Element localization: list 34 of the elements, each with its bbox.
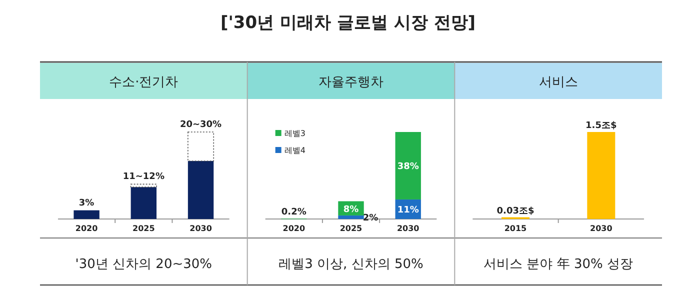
text: 서비스 분야 年 30% 성장 [484, 257, 634, 272]
annotation: 11~12% [122, 172, 164, 182]
annotation: 3% [78, 198, 94, 208]
chart-title: 수소·전기차 [109, 75, 178, 90]
data-label: 1.5조$ [586, 121, 617, 131]
x-tick-label: 2025 [132, 224, 156, 233]
x-tick-label: 2020 [282, 224, 306, 233]
bar [74, 210, 100, 219]
legend-label: 레벨3 [284, 129, 306, 138]
data-label: 11% [397, 206, 419, 216]
bar [130, 187, 157, 219]
x-tick-label: 2015 [504, 224, 528, 233]
bar [188, 132, 214, 162]
data-label: 8% [343, 204, 359, 215]
data-label: 2% [362, 214, 378, 224]
data-label: 0.2% [281, 208, 306, 218]
x-tick-label: 2030 [590, 224, 613, 233]
x-tick-label: 2030 [396, 224, 420, 233]
x-tick-label: 2030 [190, 224, 212, 233]
x-tick-label: 2025 [340, 224, 363, 233]
text: '30년 신차의 20~30% [75, 257, 212, 272]
text: ['30년 미래차 글로벌 시장 전망] [220, 13, 476, 33]
bar [188, 160, 214, 219]
data-label: 0.03조$ [496, 206, 534, 216]
bar [395, 132, 421, 200]
text: 레벨3 이상, 신차의 50% [278, 257, 424, 272]
x-tick-label: 2020 [75, 224, 98, 233]
bar [338, 215, 364, 219]
chart-title: 서비스 [538, 75, 578, 90]
annotation: 20~30% [180, 120, 222, 130]
chart-title: 자율주행차 [318, 75, 384, 90]
data-label: 38% [397, 162, 419, 172]
bar [130, 184, 157, 188]
legend-label: 레벨4 [284, 146, 306, 155]
